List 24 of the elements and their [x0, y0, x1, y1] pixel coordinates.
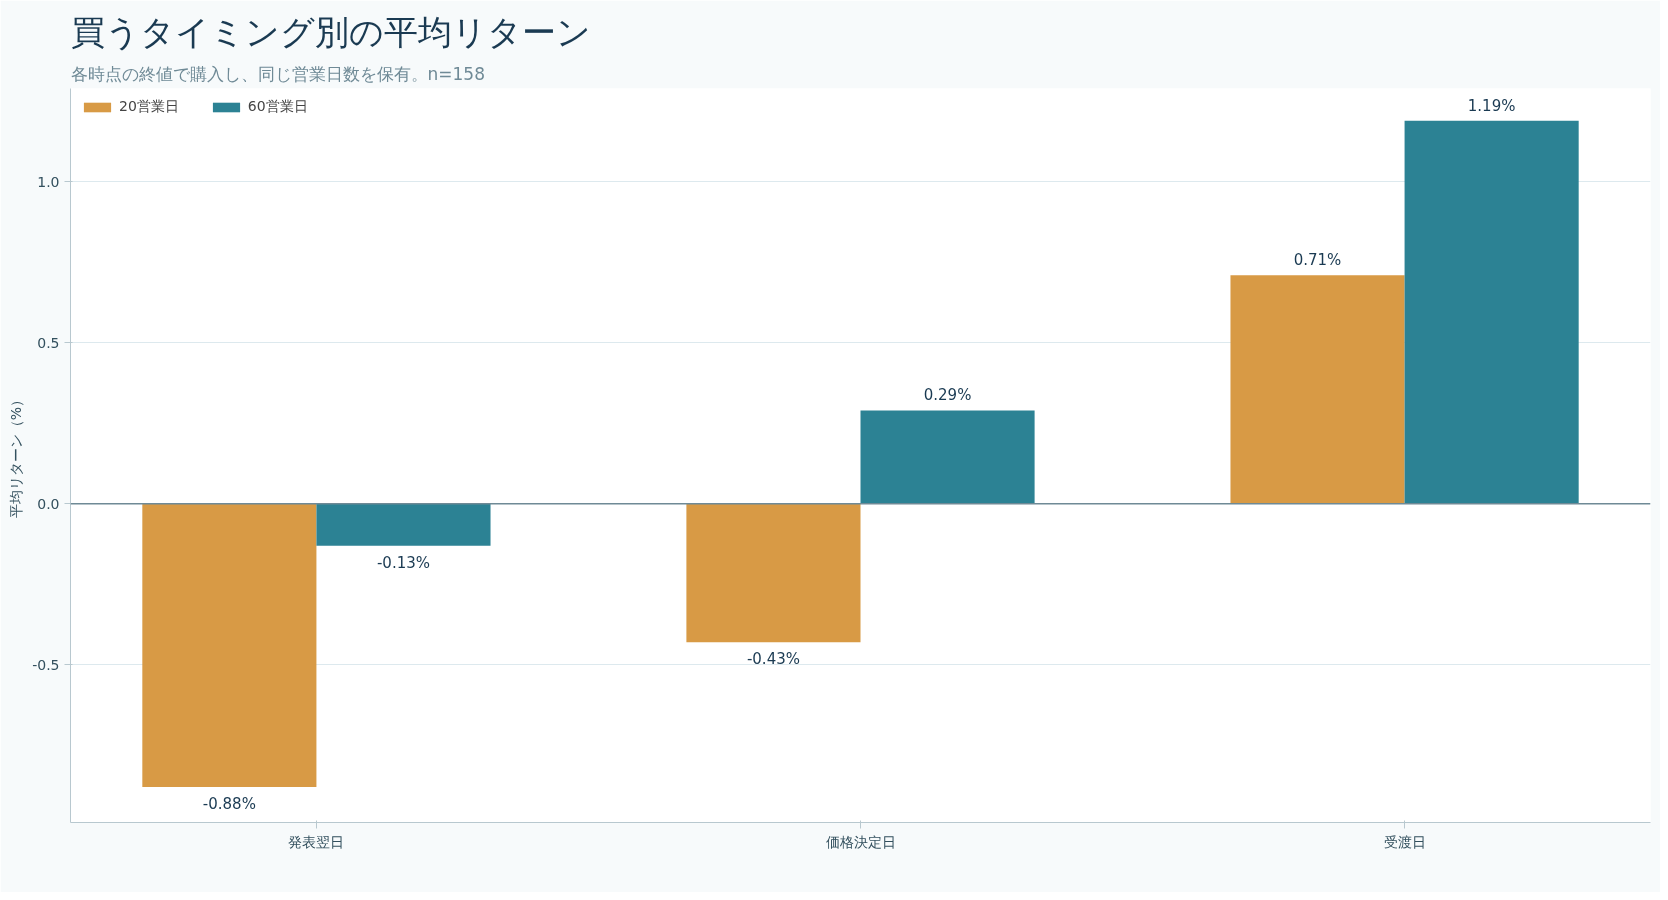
- bar: [316, 503, 491, 546]
- chart-subtitle: 各時点の終値で購入し、同じ営業日数を保有。n=158: [70, 63, 485, 84]
- bar: [142, 503, 317, 788]
- data-label: 1.19%: [1467, 96, 1516, 115]
- data-label: -0.13%: [376, 553, 431, 572]
- legend-label: 60営業日: [247, 98, 308, 116]
- y-axis-title: 平均リターン（%）: [8, 392, 25, 519]
- bar: [860, 410, 1035, 504]
- bar: [686, 503, 861, 643]
- y-tick-label: 1.0: [37, 173, 60, 190]
- bar: [1230, 275, 1405, 504]
- chart-title: 買うタイミング別の平均リターン: [70, 11, 591, 52]
- data-label: -0.43%: [746, 650, 800, 669]
- x-tick-label: 価格決定日: [825, 833, 896, 850]
- x-tick-label: 受渡日: [1383, 833, 1426, 850]
- data-label: 0.29%: [923, 386, 972, 405]
- y-tick-label: 0.5: [37, 334, 60, 351]
- y-tick-label: -0.5: [32, 656, 60, 673]
- data-label: -0.88%: [202, 795, 256, 814]
- y-tick-label: 0.0: [37, 495, 60, 512]
- x-tick-label: 発表翌日: [288, 833, 345, 850]
- bar: [1404, 120, 1579, 504]
- legend-label: 20営業日: [119, 98, 179, 116]
- data-label: 0.71%: [1293, 251, 1342, 270]
